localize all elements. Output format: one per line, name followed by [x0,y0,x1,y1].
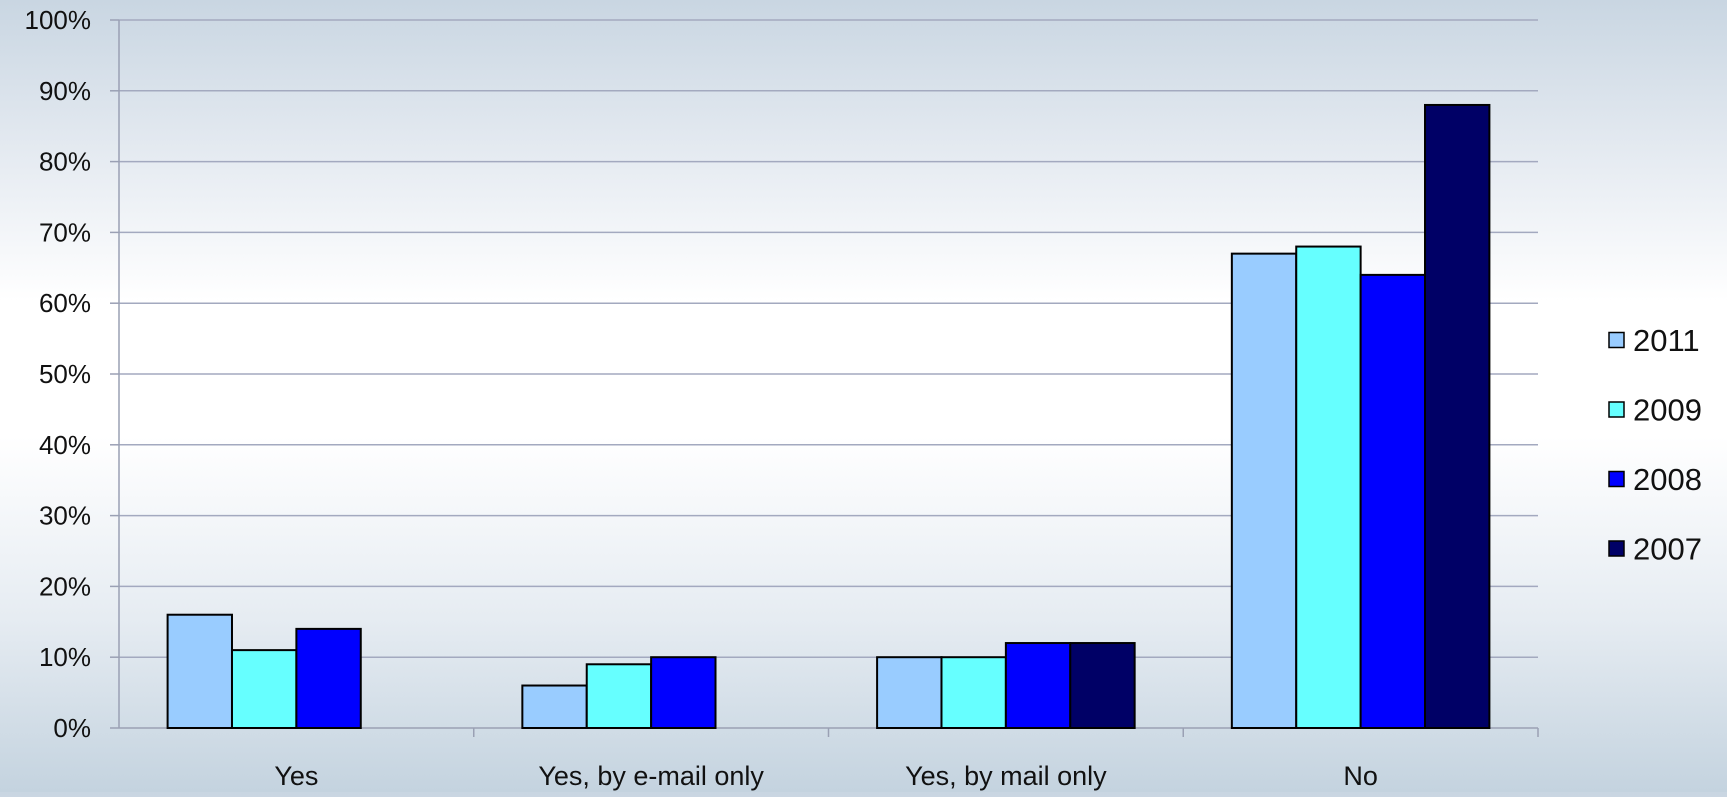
y-tick-label: 40% [39,430,91,460]
bar-2011-1 [521,684,588,730]
bar-2007-2 [1069,642,1136,729]
bar-2011-2 [876,656,943,730]
bar-2007-3 [1424,103,1491,729]
legend-swatch-2008 [1608,470,1625,488]
y-tick-label: 0% [53,713,91,743]
gridlines [119,19,1538,658]
y-tick-label: 60% [39,288,91,318]
legend-label-2009: 2009 [1633,393,1702,428]
legend-label-2011: 2011 [1633,323,1700,358]
bar-2009-3 [1295,245,1362,729]
bar-2009-0 [230,649,298,729]
bar-2009-1 [585,663,653,730]
bar-2008-3 [1359,273,1427,729]
bar-2008-2 [1004,642,1072,729]
y-tick-label: 50% [39,359,91,389]
x-tick-label: Yes, by e-mail only [538,761,764,791]
x-tick-label: Yes, by mail only [905,761,1107,791]
legend-swatch-2007 [1608,540,1625,557]
legend-swatch-2009 [1608,401,1625,418]
y-tick-labels: 0% 10% 20% 30% 40% 50% 60% 70% 80% 90% 100% [25,5,92,743]
bars [166,103,1491,730]
legend: 2011 2009 2008 2007 [1608,323,1702,567]
bar-2008-0 [295,627,362,730]
y-tick-label: 20% [39,571,91,601]
y-tick-label: 90% [39,76,91,106]
x-tick-labels: Yes Yes, by e-mail only Yes, by mail only N… [274,761,1378,791]
bar-2009-2 [940,656,1007,730]
bar-2011-3 [1230,252,1298,729]
legend-swatch-2011 [1608,331,1625,349]
y-tick-label: 30% [39,501,91,531]
legend-label-2008: 2008 [1633,462,1702,497]
y-tick-label: 70% [39,217,91,247]
x-tick-label: No [1343,761,1378,791]
bar-2008-1 [650,656,717,730]
y-tick-label: 10% [39,642,91,672]
legend-label-2007: 2007 [1633,532,1702,567]
y-tick-label: 100% [25,5,92,35]
bar-2011-0 [166,613,233,729]
x-tick-label: Yes [274,761,318,791]
y-tick-label: 80% [39,147,91,177]
